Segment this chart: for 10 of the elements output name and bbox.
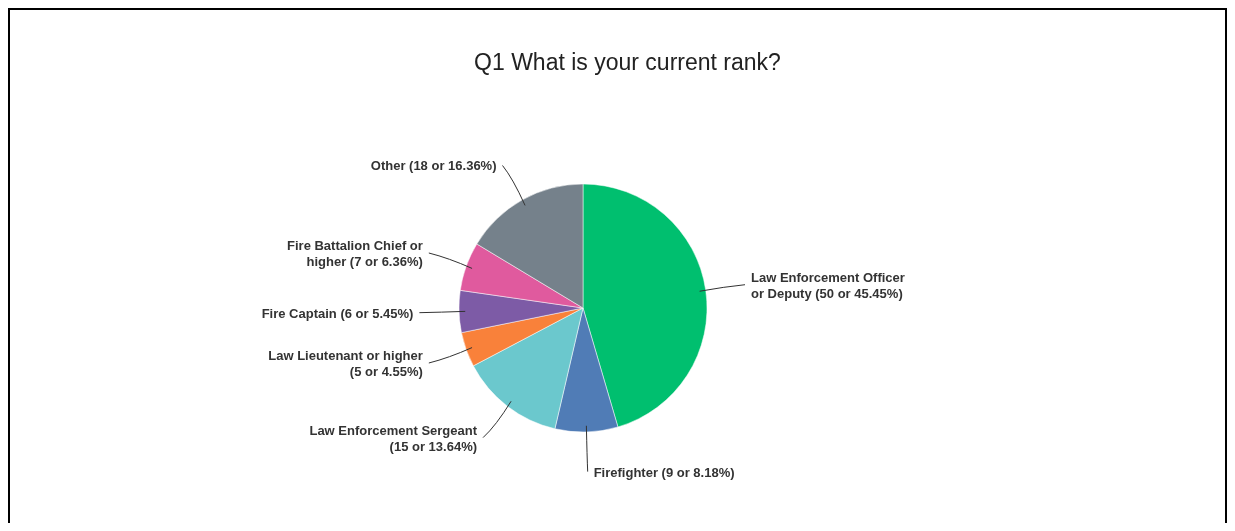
slice-label: Law Enforcement Sergeant	[309, 422, 478, 438]
data-label: (5 or 4.55%)	[349, 364, 423, 379]
chart-title: Q1 What is your current rank?	[474, 49, 781, 75]
data-label: (15 or 13.64%)	[389, 438, 478, 454]
slice-label: Law Lieutenant or higher	[268, 348, 423, 363]
slice-label: Other (18 or 16.36%)	[370, 158, 497, 174]
slice-label: Fire Battalion Chief or higher (7 or 6.36%)	[287, 238, 423, 269]
slice-label: Law Enforcement Officer or Deputy (50 or 45.45%)	[751, 269, 905, 301]
slice-label: Firefighter (9 or 8.18%)	[593, 464, 735, 480]
slice-label: Fire Captain (6 or 5.45%)	[261, 305, 414, 321]
